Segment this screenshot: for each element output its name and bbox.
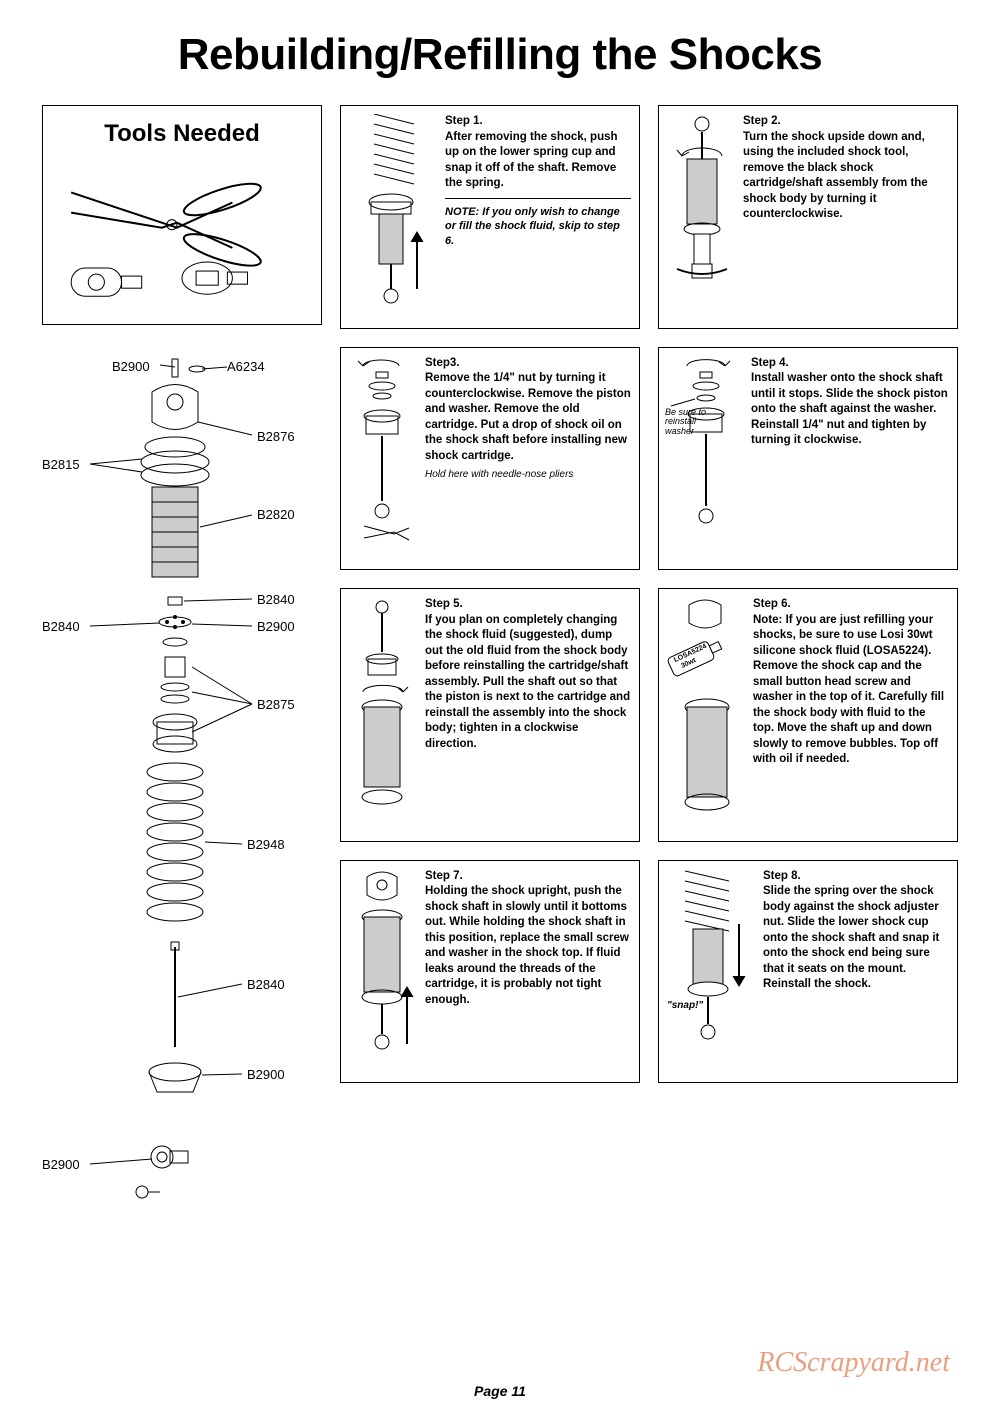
- content-grid: Tools Needed: [50, 105, 950, 1257]
- part-label: B2900: [112, 359, 150, 374]
- step3-body: Remove the 1/4" nut by turning it counte…: [425, 371, 631, 464]
- step1-panel: Step 1. After removing the shock, push u…: [340, 105, 640, 329]
- part-label: B2875: [257, 697, 295, 712]
- part-label: B2900: [247, 1067, 285, 1082]
- page-title: Rebuilding/Refilling the Shocks: [50, 30, 950, 80]
- part-label: B2900: [42, 1157, 80, 1172]
- step8-panel: "snap!" Step 8. Slide the spring over th…: [658, 860, 958, 1084]
- page-number: Page 11: [0, 1383, 1000, 1399]
- step7-title: Step 7.: [425, 869, 631, 885]
- step5-panel: Step 5. If you plan on completely changi…: [340, 588, 640, 842]
- step6-panel: LOSA5224 30wt Step 6. Note: If you are j…: [658, 588, 958, 842]
- part-label: B2840: [247, 977, 285, 992]
- step3-panel: Step3. Remove the 1/4" nut by turning it…: [340, 347, 640, 571]
- step8-title: Step 8.: [763, 869, 949, 885]
- step8-body: Slide the spring over the shock body aga…: [763, 884, 949, 993]
- step5-illustration: [349, 597, 419, 833]
- part-label: B2815: [42, 457, 80, 472]
- exploded-diagram: B2900 A6234 B2876 B2815 B2820 B2840 B284…: [42, 347, 322, 1257]
- part-label: B2840: [257, 592, 295, 607]
- part-label: B2840: [42, 619, 80, 634]
- step1-title: Step 1.: [445, 114, 631, 130]
- step1-note: NOTE: If you only wish to change or fill…: [445, 198, 631, 250]
- step1-illustration: [349, 114, 439, 320]
- part-label: A6234: [227, 359, 265, 374]
- step4-sidenote: Be sure to reinstall washer: [665, 408, 707, 438]
- step4-panel: Be sure to reinstall washer Step 4. Inst…: [658, 347, 958, 571]
- step2-title: Step 2.: [743, 114, 949, 130]
- step2-illustration: [667, 114, 737, 320]
- tools-illustration: [51, 160, 313, 316]
- step6-body: Remove the shock cap and the small butto…: [753, 660, 944, 765]
- step1-body: After removing the shock, push up on the…: [445, 130, 631, 192]
- step3-illustration: [349, 356, 419, 562]
- step5-body: If you plan on completely changing the s…: [425, 613, 631, 753]
- step6-title: Step 6.: [753, 597, 949, 613]
- step8-illustration: "snap!": [667, 869, 757, 1075]
- step7-panel: Step 7. Holding the shock upright, push …: [340, 860, 640, 1084]
- step6-illustration: LOSA5224 30wt: [667, 597, 747, 833]
- step5-title: Step 5.: [425, 597, 631, 613]
- step4-body: Install washer onto the shock shaft unti…: [751, 371, 949, 449]
- step2-panel: Step 2. Turn the shock upside down and, …: [658, 105, 958, 329]
- step7-body: Holding the shock upright, push the shoc…: [425, 884, 631, 1008]
- tools-panel: Tools Needed: [42, 105, 322, 325]
- step8-snap: "snap!": [667, 999, 703, 1013]
- step2-body: Turn the shock upside down and, using th…: [743, 130, 949, 223]
- watermark: RCScrapyard.net: [757, 1347, 950, 1379]
- part-label: B2876: [257, 429, 295, 444]
- step4-illustration: Be sure to reinstall washer: [667, 356, 745, 562]
- step3-title: Step3.: [425, 356, 631, 372]
- step6-note: Note: If you are just refilling your sho…: [753, 614, 933, 657]
- tools-title: Tools Needed: [104, 118, 260, 150]
- part-label: B2820: [257, 507, 295, 522]
- part-label: B2948: [247, 837, 285, 852]
- step7-illustration: [349, 869, 419, 1075]
- step3-caption: Hold here with needle-nose pliers: [425, 468, 631, 482]
- step4-title: Step 4.: [751, 356, 949, 372]
- part-label: B2900: [257, 619, 295, 634]
